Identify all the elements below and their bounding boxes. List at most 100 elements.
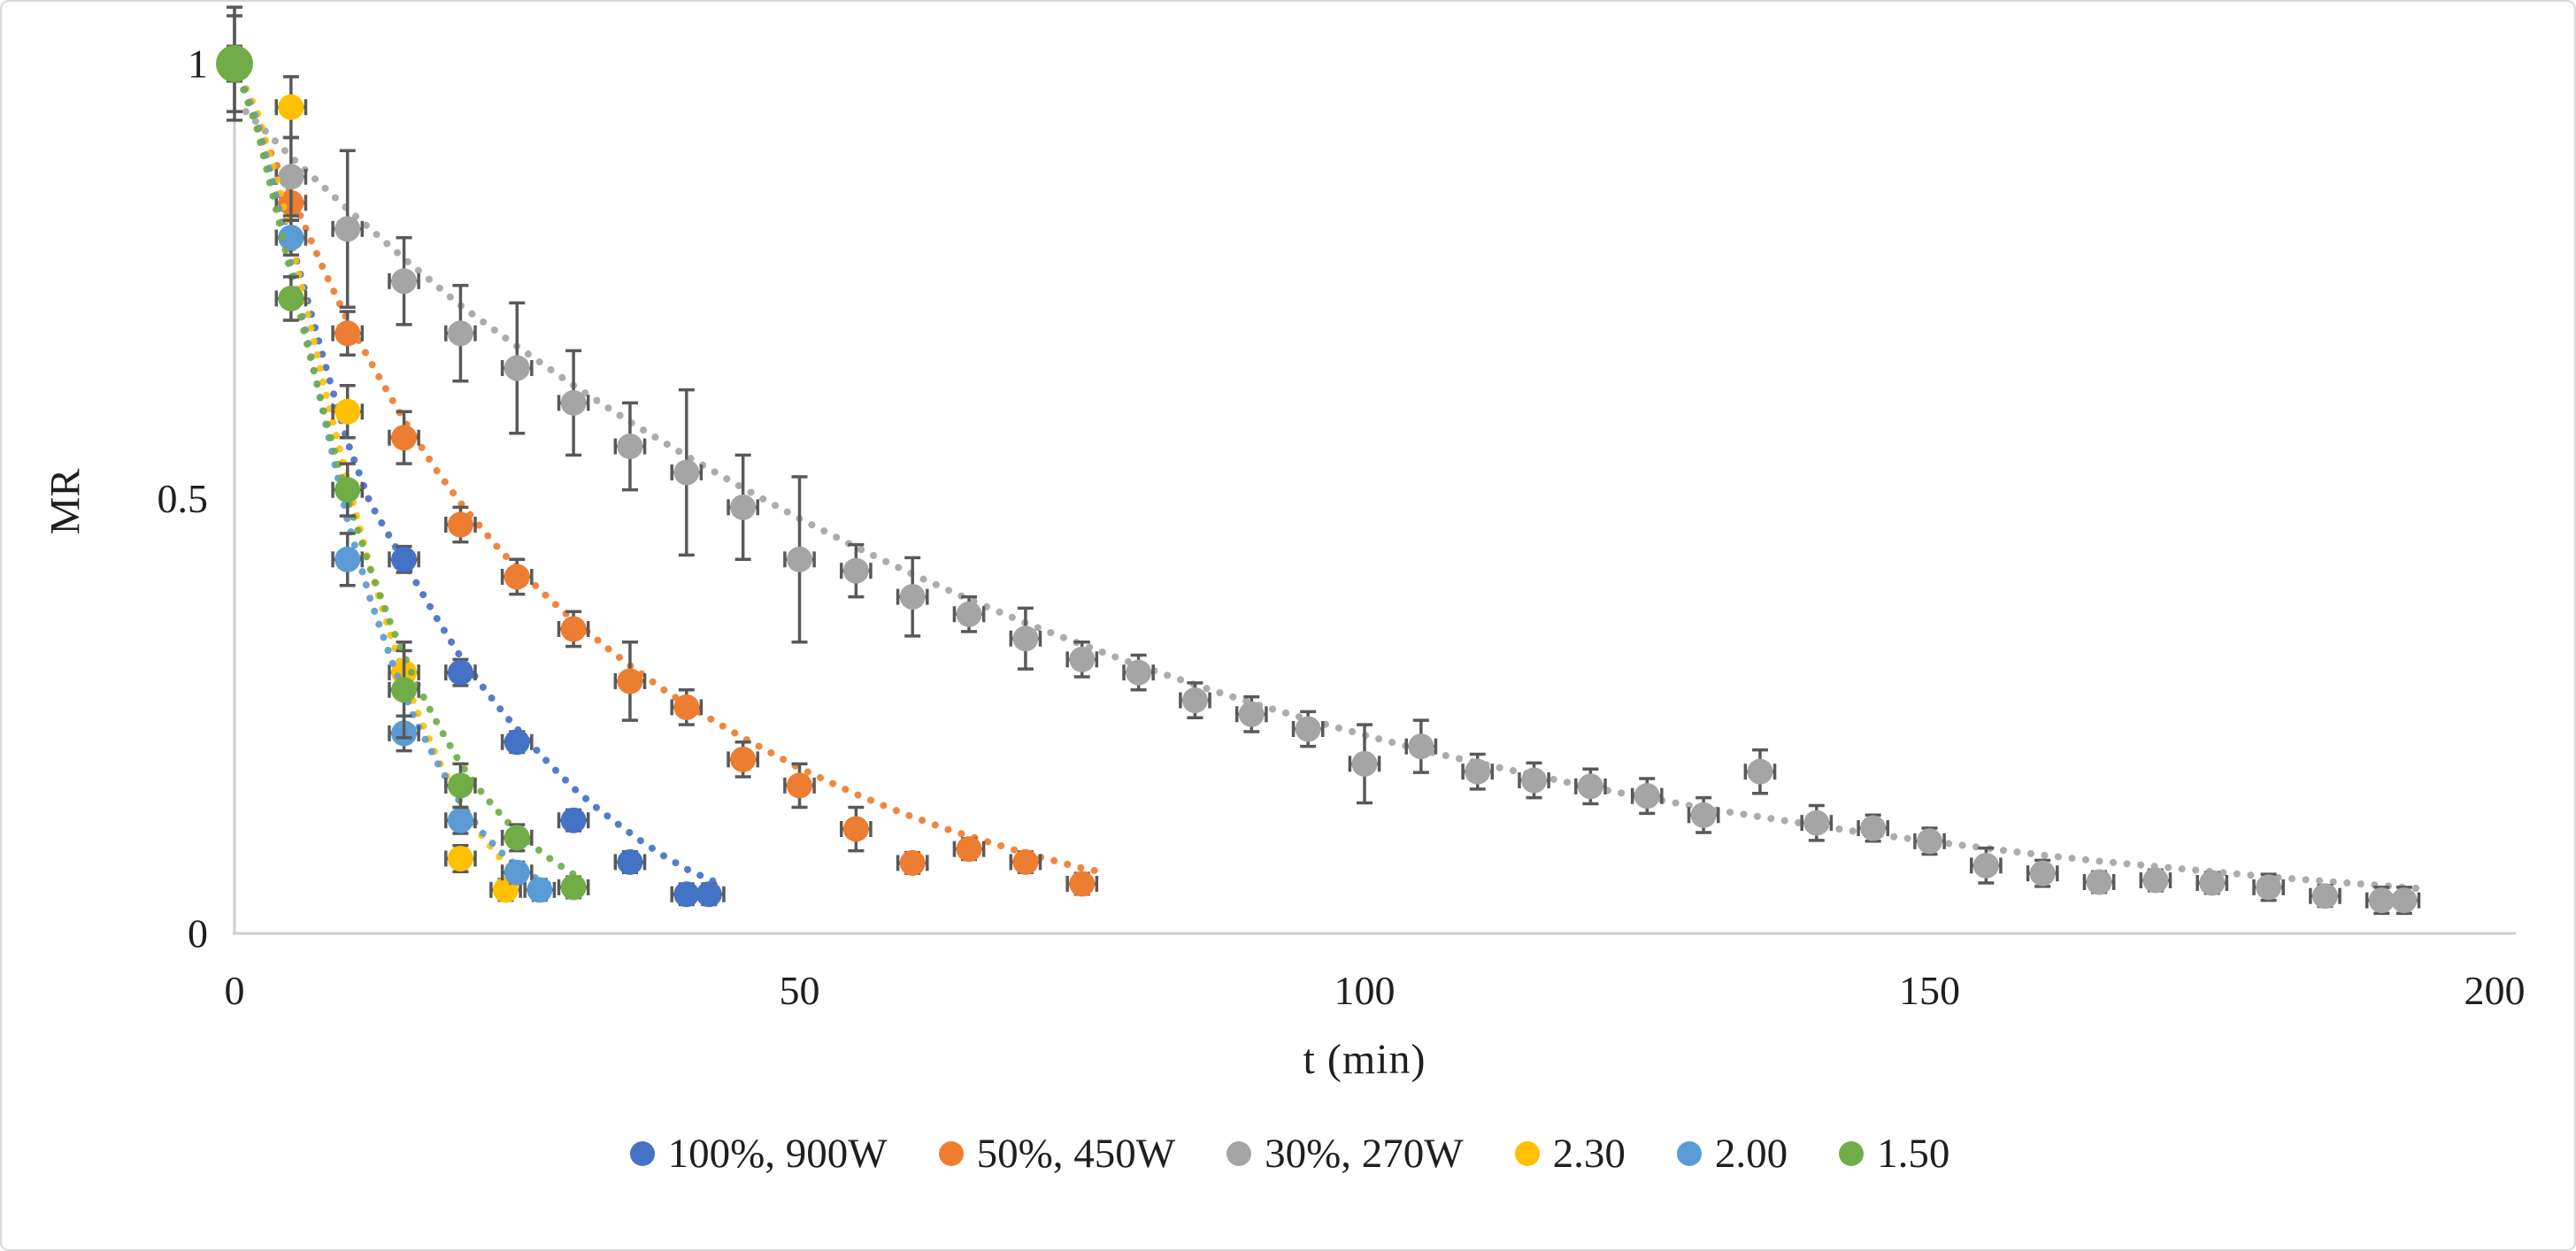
data-point: [1690, 802, 1717, 828]
data-point: [278, 225, 304, 251]
series-1-50: [216, 14, 590, 901]
data-point: [1012, 626, 1039, 652]
trend-line: [231, 60, 532, 885]
data-point: [278, 94, 304, 120]
x-tick-label: 150: [1899, 968, 1960, 1013]
data-point: [1634, 783, 1660, 810]
legend-item-1-50: 1.50: [1839, 1130, 1949, 1178]
markers: [221, 50, 1096, 897]
markers: [221, 50, 2418, 914]
error-bars: [218, 44, 557, 902]
data-point: [447, 807, 473, 833]
data-point: [730, 746, 757, 772]
legend-marker-icon: [629, 1141, 655, 1166]
trend-line: [231, 60, 725, 887]
y-tick-label: 1: [188, 42, 208, 87]
data-point: [334, 546, 361, 572]
tick-labels: 0 0.5 1 0 50 100 150 200: [158, 42, 2526, 1013]
data-point: [278, 164, 304, 190]
data-point: [334, 216, 361, 242]
legend-label: 1.50: [1877, 1131, 1950, 1177]
data-point: [391, 425, 418, 451]
series-30-270w: [218, 5, 2431, 916]
data-point: [2391, 887, 2418, 914]
data-point: [1351, 750, 1378, 777]
data-point: [447, 845, 473, 871]
data-point: [334, 477, 361, 503]
data-point: [1747, 758, 1773, 785]
data-point: [278, 285, 304, 311]
data-point: [504, 859, 530, 886]
data-point: [391, 546, 418, 572]
data-point: [334, 320, 361, 347]
data-point: [504, 825, 530, 851]
data-point: [447, 772, 473, 799]
data-point: [504, 564, 530, 590]
data-point: [216, 45, 253, 82]
data-point: [560, 807, 587, 833]
legend-label: 2.00: [1714, 1131, 1788, 1177]
data-point: [1408, 733, 1434, 760]
legend-label: 100%, 900W: [667, 1131, 888, 1177]
data-point: [504, 729, 530, 756]
legend-item-30-270w: 30%, 270W: [1226, 1130, 1464, 1178]
data-point: [527, 877, 553, 903]
legend-marker-icon: [1839, 1141, 1865, 1166]
data-point: [673, 459, 700, 486]
trend-line: [231, 60, 555, 889]
data-point: [560, 616, 587, 642]
data-point: [1126, 659, 1152, 686]
data-point: [391, 268, 418, 295]
data-point: [504, 355, 530, 381]
x-tick-label: 200: [2465, 968, 2526, 1013]
data-point: [1917, 828, 1942, 855]
data-point: [560, 389, 587, 416]
legend-item-2-30: 2.30: [1514, 1130, 1626, 1178]
data-point: [447, 320, 473, 347]
trend-line: [231, 60, 1109, 877]
data-point: [617, 434, 643, 460]
x-axis-title: t (min): [1303, 1036, 1426, 1083]
data-point: [334, 398, 361, 425]
y-tick-label: 0.5: [158, 476, 209, 521]
data-point: [1012, 848, 1039, 875]
series-2-30: [218, 44, 532, 903]
legend-label: 50%, 450W: [976, 1131, 1176, 1177]
trend-line: [242, 108, 2431, 893]
data-point: [730, 494, 757, 520]
data-point: [956, 836, 982, 863]
data-point: [2256, 874, 2282, 901]
data-point: [1972, 852, 1999, 879]
legend-item-2-00: 2.00: [1676, 1130, 1788, 1178]
data-point: [1238, 701, 1265, 727]
legend-marker-icon: [1226, 1141, 1252, 1166]
data-point: [899, 584, 926, 610]
data-point: [617, 668, 643, 695]
data-point: [1521, 767, 1548, 794]
data-point: [899, 849, 926, 876]
chart-legend: 100%, 900W 50%, 450W 30%, 270W 2.30 2.00 1.50: [2, 1127, 2574, 1180]
markers: [221, 50, 519, 903]
legend-label: 2.30: [1552, 1131, 1626, 1177]
legend-marker-icon: [938, 1141, 964, 1166]
legend-item-100-900w: 100%, 900W: [629, 1130, 888, 1178]
data-point: [447, 511, 473, 538]
data-point: [2368, 887, 2395, 914]
data-point: [560, 874, 587, 901]
data-point: [1295, 716, 1321, 742]
data-point: [673, 694, 700, 720]
data-point: [2199, 870, 2226, 896]
legend-marker-icon: [1514, 1141, 1540, 1166]
data-point: [787, 546, 812, 572]
data-point: [617, 848, 643, 875]
data-point: [2029, 860, 2056, 886]
x-tick-label: 0: [225, 968, 245, 1013]
axes: [233, 57, 2516, 935]
data-point: [2142, 867, 2169, 894]
legend-item-50-450w: 50%, 450W: [938, 1130, 1176, 1178]
markers: [216, 45, 587, 901]
error-bars: [218, 44, 522, 902]
data-point: [956, 601, 982, 627]
data-point: [2086, 869, 2112, 895]
